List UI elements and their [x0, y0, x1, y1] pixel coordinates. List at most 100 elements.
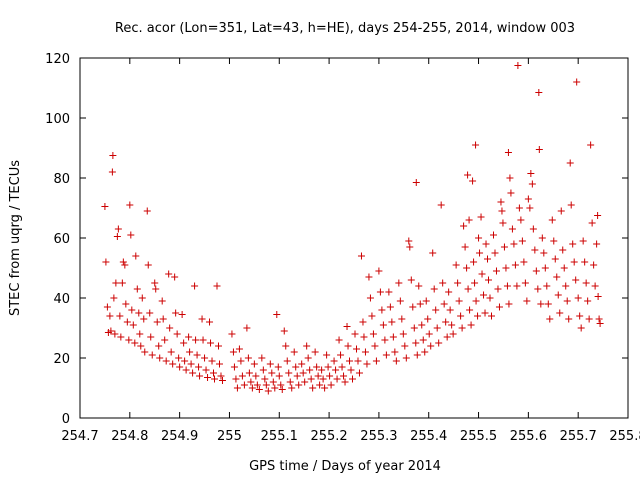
data-point	[101, 203, 109, 210]
data-point	[424, 315, 432, 323]
data-point	[323, 351, 331, 359]
data-point	[346, 357, 354, 365]
x-tick-label: 255.7	[560, 429, 597, 444]
data-point	[169, 360, 177, 368]
data-point	[594, 293, 602, 300]
x-axis-label: GPS time / Days of year 2014	[249, 459, 441, 474]
data-point	[126, 201, 134, 209]
data-point	[299, 369, 307, 377]
data-point	[288, 384, 296, 392]
data-point	[386, 303, 394, 311]
data-point	[470, 258, 478, 266]
data-point	[405, 237, 413, 245]
data-point	[166, 324, 174, 332]
data-point	[114, 225, 122, 233]
y-tick-label: 100	[45, 112, 70, 127]
data-point	[407, 276, 415, 284]
data-point	[106, 312, 114, 320]
data-point	[573, 78, 581, 86]
data-point	[382, 351, 390, 359]
data-point	[340, 372, 348, 380]
data-point	[144, 261, 152, 269]
data-point	[123, 318, 131, 326]
data-point	[229, 348, 237, 356]
data-point	[343, 323, 351, 330]
data-point	[306, 366, 314, 374]
x-tick-label: 255.1	[261, 429, 298, 444]
data-point	[494, 285, 502, 293]
data-point	[192, 336, 200, 344]
data-point	[497, 198, 505, 206]
data-point	[535, 146, 543, 153]
data-point	[278, 386, 286, 393]
data-point	[273, 311, 281, 318]
data-point	[443, 333, 451, 341]
data-point	[133, 285, 141, 293]
y-axis-label: STEC from uqrg / TECUs	[8, 160, 23, 316]
data-point	[349, 375, 357, 383]
data-point	[596, 320, 604, 327]
data-point	[252, 372, 260, 380]
data-point	[565, 315, 573, 323]
data-point	[158, 297, 166, 305]
data-point	[143, 207, 151, 215]
data-point	[201, 354, 209, 362]
x-tick-label: 255.5	[460, 429, 497, 444]
data-point	[471, 279, 479, 287]
data-point	[368, 312, 376, 320]
data-point	[463, 264, 471, 272]
data-point	[569, 240, 577, 248]
data-point	[344, 342, 352, 350]
data-point	[588, 219, 596, 227]
data-point	[136, 330, 144, 338]
data-point	[540, 249, 548, 257]
data-point	[455, 297, 463, 305]
data-point	[391, 348, 399, 356]
data-point	[439, 279, 447, 287]
data-point	[523, 297, 531, 305]
data-point	[151, 279, 159, 287]
data-point	[347, 366, 355, 374]
data-point	[427, 342, 435, 350]
chart-title: Rec. acor (Lon=351, Lat=43, h=HE), days …	[115, 21, 575, 36]
data-point	[541, 264, 549, 272]
data-point	[442, 318, 450, 326]
data-point	[180, 339, 188, 347]
data-point	[401, 342, 409, 350]
data-point	[274, 363, 282, 371]
data-point	[178, 311, 186, 318]
x-tick-label: 255	[217, 429, 242, 444]
data-point	[313, 363, 321, 371]
data-point	[556, 309, 564, 317]
data-point	[425, 330, 433, 338]
data-point	[399, 330, 407, 338]
data-point	[587, 141, 595, 149]
data-point	[198, 315, 206, 323]
data-point	[314, 372, 322, 380]
data-point	[357, 252, 365, 260]
data-point	[418, 321, 426, 329]
data-point	[132, 252, 140, 260]
data-point	[500, 243, 508, 251]
data-point	[162, 357, 170, 365]
data-point	[173, 330, 181, 338]
data-point	[531, 246, 539, 254]
data-point	[472, 141, 480, 149]
data-point	[559, 246, 567, 254]
data-point	[330, 357, 338, 365]
data-point	[152, 285, 160, 293]
data-point	[253, 381, 261, 389]
data-point	[208, 357, 216, 365]
x-tick-label: 255.8	[609, 429, 640, 444]
data-point	[590, 261, 598, 269]
data-point	[398, 315, 406, 323]
data-point	[199, 336, 207, 344]
data-point	[351, 330, 359, 338]
data-point	[579, 237, 587, 245]
data-point	[338, 363, 346, 371]
data-point	[477, 213, 485, 221]
data-point	[372, 357, 380, 365]
data-point	[107, 327, 115, 335]
data-point	[595, 315, 603, 323]
data-point	[422, 297, 430, 305]
